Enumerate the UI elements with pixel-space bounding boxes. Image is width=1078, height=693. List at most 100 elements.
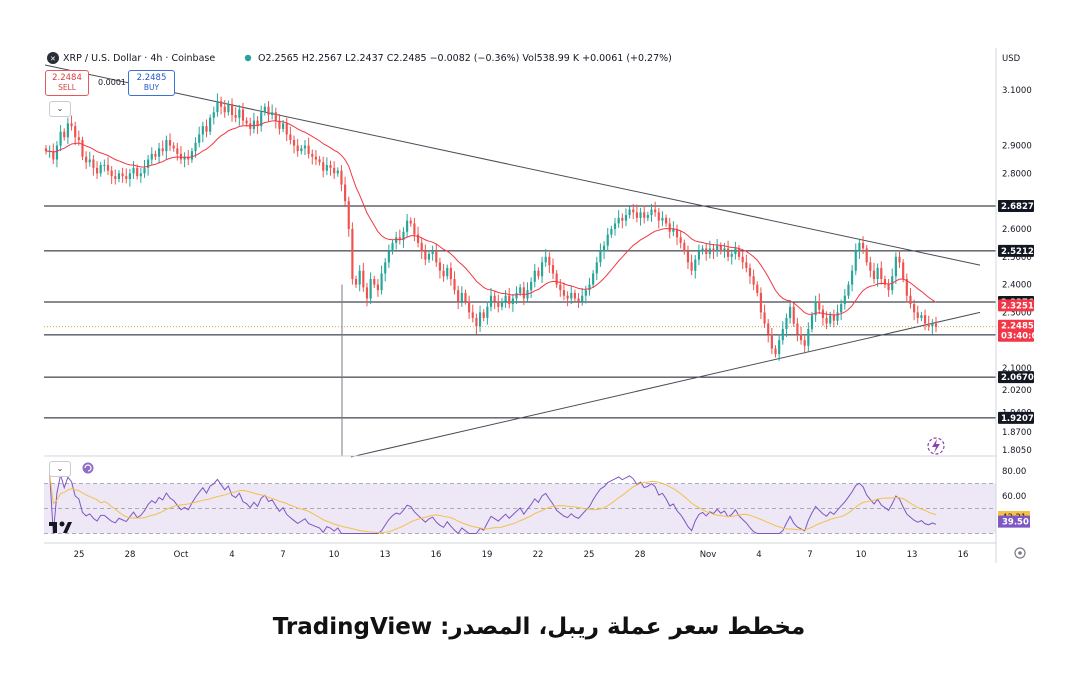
trendline-descending-resistance [44,64,981,266]
candle-body [508,295,511,305]
candle-body [730,254,733,257]
candle-body [198,134,201,143]
rsi-value-tag [998,515,1030,528]
candle-body [380,273,383,291]
candle-body [325,165,328,171]
candle-body [307,145,310,154]
candle-body [661,217,664,221]
candle-body [161,148,164,152]
candle-body [664,217,668,224]
candle-body [260,112,263,127]
candle-body [457,290,460,302]
candle-body [654,209,657,213]
candle-body [530,281,533,291]
candle-body [362,270,365,288]
candle-body [902,262,905,280]
candle-body [916,312,919,318]
time-tick-label: 4 [756,550,761,560]
candle-body [482,312,485,318]
candle-body [88,159,91,163]
candle-body [923,315,927,324]
candle-body [643,212,646,218]
candle-body [708,248,711,255]
candle-body [292,140,296,146]
candle-body [727,248,730,257]
candle-body [752,276,755,285]
rsi-line [49,473,937,535]
candle-body [581,295,584,302]
candle-body [792,306,795,324]
candle-body [613,223,617,229]
candle-body [544,256,547,263]
rsi-refresh-icon[interactable] [82,462,94,474]
ema-line [46,120,937,316]
candle-body [464,292,467,302]
candle-body [602,245,606,252]
collapse-legend-chevron-down-icon[interactable]: ⌄ [49,101,71,117]
candle-body [931,323,934,327]
candle-body [493,295,496,302]
candle-body [832,315,835,321]
level-price-tag-label: 2.0670 [1001,373,1034,383]
settings-gear-icon[interactable] [1014,547,1026,559]
current-price-tag [998,319,1034,342]
candle-body [551,265,555,274]
candle-body [511,298,514,305]
candle-body [621,217,624,221]
price-tick-label: 1.8050 [1002,446,1032,456]
tradingview-logo[interactable] [49,521,72,534]
candle-body [686,251,690,263]
bolt-alert-icon[interactable] [927,437,945,455]
candle-body [519,287,522,293]
candle-body [566,295,569,299]
candle-body [165,140,168,152]
candle-body [103,165,106,167]
candle-body [690,262,693,271]
candle-body [282,123,285,129]
candle-body [500,301,504,307]
candle-body [905,279,908,296]
candle-body [365,287,369,299]
rsi-value: 39.50 [1002,518,1029,528]
sell-button[interactable]: 2.2484 SELL [45,70,89,96]
candle-body [716,245,719,252]
sell-label: SELL [58,83,76,92]
candle-body [376,284,380,291]
candle-body [814,301,817,316]
candle-body [300,148,303,152]
time-tick-label: 13 [380,550,391,560]
collapse-rsi-chevron-down-icon[interactable]: ⌄ [49,461,71,477]
candle-body [650,209,653,216]
candle-body [322,162,325,171]
candle-body [719,245,722,252]
candle-body [861,242,865,249]
candle-body [679,237,682,243]
candle-body [99,165,102,174]
candle-body [880,267,883,280]
buy-button[interactable]: 2.2485 BUY [128,70,175,96]
candle-body [409,220,412,224]
candle-body [632,209,635,213]
candle-body [537,270,540,277]
currency-label: USD [1002,54,1021,64]
candle-body [278,120,281,129]
candle-body [515,292,518,299]
candle-body [227,103,230,113]
ema-value-tag [998,299,1034,312]
candle-body [420,242,423,252]
candle-body [387,251,390,263]
candle-body [128,173,131,179]
candle-body [318,159,321,163]
sell-price: 2.2484 [52,73,82,83]
time-tick-label: 28 [635,550,646,560]
candle-body [150,153,153,160]
candle-body [223,106,226,113]
price-tick-label: 2.1000 [1002,364,1032,374]
candle-body [851,270,854,285]
candle-body [617,217,620,224]
candle-body [701,248,704,252]
price-tick-label: 2.9000 [1002,142,1032,152]
candle-body [234,115,237,118]
symbol-title[interactable]: XRP / U.S. Dollar · 4h · Coinbase [63,53,215,64]
